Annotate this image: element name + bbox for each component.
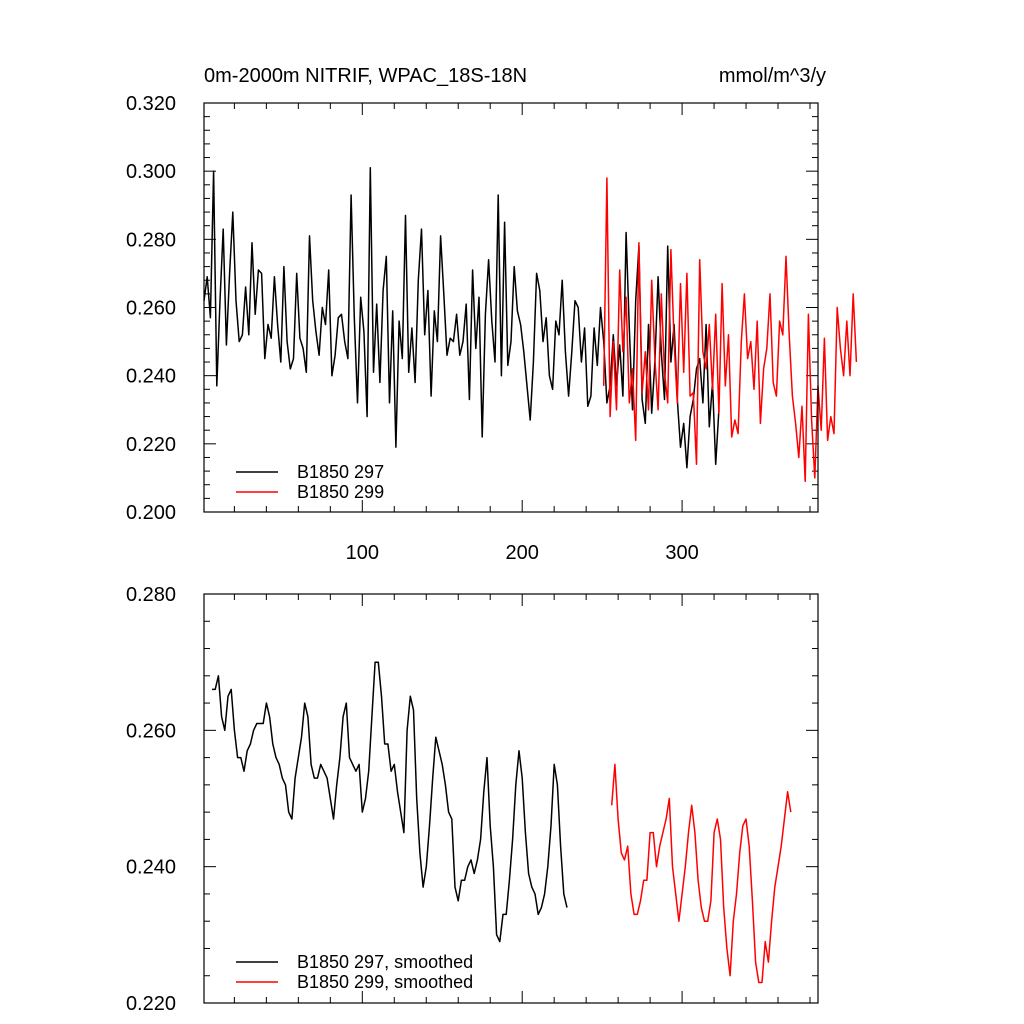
bottom-plot-lines (212, 661, 792, 984)
legend-label-b1850-297-smoothed: B1850 297, smoothed (297, 952, 473, 972)
chart-title: 0m-2000m NITRIF, WPAC_18S-18N (204, 65, 527, 87)
y-tick-label: 0.320 (126, 93, 176, 115)
legend-label-b1850-299: B1850 299 (297, 482, 384, 502)
y-tick-label: 0.220 (126, 434, 176, 456)
y-tick-label: 0.240 (126, 366, 176, 388)
series-line-b1850-299-smoothed (610, 763, 792, 984)
bottom-plot-frame (203, 593, 819, 1004)
bottom-legend: B1850 297, smoothed B1850 299, smoothed (236, 952, 473, 992)
y-tick-label: 0.260 (126, 720, 176, 742)
y-tick-label: 0.280 (126, 229, 176, 251)
bottom-panel: 0.220 0.240 0.260 0.280 B1850 297, smoothed… (126, 584, 819, 1015)
x-tick-label: 100 (346, 542, 379, 564)
bottom-axes: 0.220 0.240 0.260 0.280 (126, 584, 818, 1015)
x-tick-label: 200 (506, 542, 539, 564)
top-legend: B1850 297 B1850 299 (236, 462, 384, 502)
top-plot-lines (203, 167, 858, 483)
x-tick-label: 300 (665, 542, 698, 564)
top-axes: 0.200 0.220 0.240 0.260 0.280 0.300 0.320 100 20… (126, 93, 818, 564)
units-label: mmol/m^3/y (719, 65, 826, 87)
series-line-b1850-299 (602, 177, 858, 483)
y-tick-label: 0.280 (126, 584, 176, 606)
series-line-b1850-297 (203, 167, 720, 469)
y-tick-label: 0.240 (126, 857, 176, 879)
legend-label-b1850-297: B1850 297 (297, 462, 384, 482)
top-panel: 0m-2000m NITRIF, WPAC_18S-18N mmol/m^3/y… (126, 65, 858, 564)
legend-label-b1850-299-smoothed: B1850 299, smoothed (297, 972, 473, 992)
top-plot-frame (203, 102, 819, 513)
y-tick-label: 0.220 (126, 993, 176, 1015)
series-line-b1850-297-smoothed (212, 661, 568, 943)
y-tick-label: 0.200 (126, 502, 176, 524)
y-tick-label: 0.300 (126, 161, 176, 183)
y-tick-label: 0.260 (126, 298, 176, 320)
